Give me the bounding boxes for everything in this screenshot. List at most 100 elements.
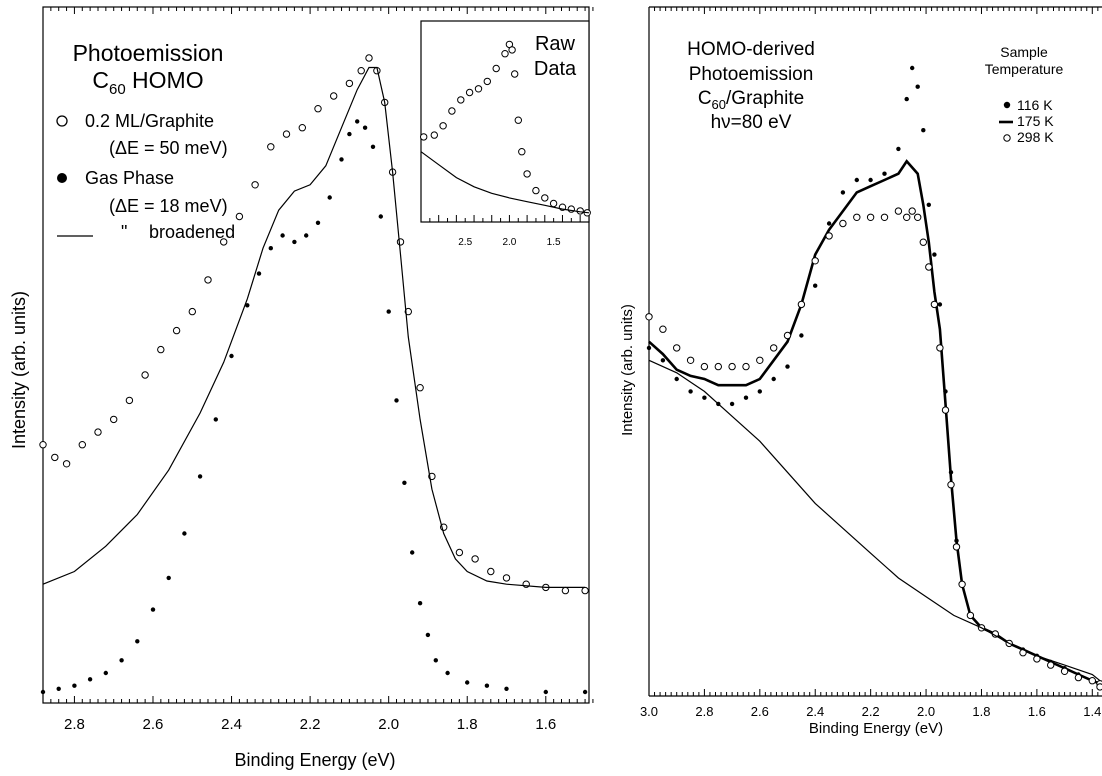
left-tick-label-4: 2.0	[378, 716, 399, 733]
right-series-0-point-19	[904, 96, 909, 102]
left-tick-label-5: 1.8	[457, 716, 478, 733]
left-series-0-point-7	[141, 371, 149, 379]
left-series-0-point-28	[416, 384, 424, 392]
left-y-axis-label: Intensity (arb. units)	[9, 291, 29, 449]
right-tick-label-8: 1.4	[1083, 704, 1101, 719]
right-series-2-point-12	[811, 257, 819, 265]
right-series-2-point-25	[936, 344, 944, 352]
right-legend: Sample Temperature 116 K 175 K 298 K	[985, 44, 1064, 145]
inset-title-line-2: Data	[534, 58, 577, 80]
right-legend-label-0: 116 K	[1017, 97, 1053, 113]
right-series-0-point-7	[743, 395, 749, 400]
inset-series-0-point-3	[448, 107, 456, 115]
legend-label-2b: broadened	[149, 222, 235, 242]
right-series-2-point-36	[1047, 661, 1055, 669]
left-title-sub: 60	[109, 81, 126, 98]
left-x-ticks	[42, 7, 594, 703]
right-series-0-point-12	[813, 283, 818, 288]
right-series-0-point-24	[932, 252, 937, 257]
inset-series-0-point-1	[430, 131, 438, 139]
left-series-1-point-31	[417, 601, 423, 606]
right-series-2-point-7	[742, 362, 750, 371]
right-series-2-point-26	[941, 406, 950, 414]
right-series-0-point-11	[799, 333, 804, 338]
legend-sub-1: (ΔE = 18 meV)	[109, 196, 228, 216]
right-series-2-point-20	[908, 207, 916, 215]
right-series-2-point-22	[919, 238, 927, 246]
left-title-homo: HOMO	[126, 67, 204, 93]
left-series-1-point-29	[402, 480, 407, 485]
right-series-2-point-21	[914, 213, 922, 222]
left-series-0-point-0	[39, 441, 47, 449]
right-title-line-2: Photoemission	[689, 64, 814, 85]
right-series-0-point-15	[854, 177, 859, 183]
left-series-0-point-4	[94, 428, 102, 436]
inset-tick-label-2: 1.5	[547, 237, 561, 248]
left-series-2-line	[42, 66, 586, 588]
right-series-2-point-4	[700, 362, 709, 371]
left-tick-label-0: 2.8	[64, 716, 85, 733]
left-series-0-point-9	[172, 326, 181, 335]
left-series-1-point-28	[394, 398, 399, 403]
left-tick-label-1: 2.6	[143, 716, 164, 733]
left-title-line-2: C60 HOMO	[92, 67, 203, 98]
left-tick-label-6: 1.6	[535, 716, 556, 733]
right-legend-title-1: Sample	[1000, 44, 1048, 60]
left-series-0-point-19	[330, 92, 338, 100]
left-series-1-point-21	[339, 157, 344, 162]
left-series-0-point-18	[314, 105, 322, 113]
left-legend: 0.2 ML/Graphite (ΔE = 50 meV) Gas Phase …	[56, 111, 235, 242]
left-series-1-point-20	[327, 195, 332, 200]
right-tick-label-7: 1.6	[1028, 704, 1046, 719]
left-series-1-point-3	[87, 677, 93, 682]
right-series-2-point-14	[839, 219, 847, 228]
left-series-0-point-2	[62, 460, 71, 468]
left-series-0-point-8	[157, 345, 165, 354]
right-chart: 3.0 2.8 2.6 2.4 2.2 2.0 1.8 1.6 1.4 HOMO-derived…	[619, 6, 1102, 737]
right-series-2-point-3	[686, 356, 695, 364]
right-legend-label-1: 175 K	[1017, 113, 1054, 129]
right-series-2-point-9	[770, 344, 778, 352]
left-series-1-point-13	[245, 303, 250, 308]
left-series-0-point-33	[487, 567, 495, 576]
right-series-0-point-2	[674, 376, 679, 382]
left-series-1-point-39	[582, 689, 588, 695]
inset-series-layer	[420, 40, 591, 217]
left-series-0-point-17	[298, 124, 306, 132]
left-series-1-point-10	[197, 474, 203, 479]
left-series-0-point-34	[502, 574, 511, 582]
left-series-1-point-30	[410, 550, 415, 555]
right-series-2-point-29	[958, 580, 966, 588]
inset-series-0-point-2	[439, 122, 447, 130]
left-series-0-point-16	[282, 130, 291, 138]
legend-marker-filled-circle	[57, 173, 67, 183]
inset-series-0-point-4	[457, 96, 465, 104]
right-title-line-3: C60/Graphite	[698, 88, 804, 112]
right-series-2-point-37	[1060, 667, 1069, 675]
right-y-axis-label: Intensity (arb. units)	[619, 304, 636, 436]
left-series-1-point-35	[465, 680, 470, 685]
right-title-c: C	[698, 88, 712, 109]
right-series-2-point-28	[952, 543, 961, 551]
inset-series-0-point-0	[420, 133, 428, 141]
left-series-1-point-0	[40, 689, 46, 695]
left-series-1-point-12	[229, 353, 234, 359]
inset-series-0-point-16	[532, 186, 540, 195]
inset-tick-label-1: 2.0	[502, 237, 516, 248]
right-series-2-point-8	[756, 356, 764, 364]
right-series-2-point-38	[1074, 673, 1083, 682]
inset-series-1-line	[420, 151, 590, 214]
left-series-1-point-23	[355, 119, 360, 124]
right-x-ticks	[648, 7, 1099, 696]
right-series-2-point-6	[728, 362, 736, 371]
left-series-1-point-19	[315, 220, 321, 225]
left-series-0-point-27	[404, 307, 412, 316]
left-series-1-point-15	[268, 246, 273, 251]
right-x-tick-labels: 3.0 2.8 2.6 2.4 2.2 2.0 1.8 1.6 1.4	[640, 704, 1101, 719]
right-series-2-point-1	[659, 325, 667, 333]
right-series-0-point-8	[757, 389, 762, 394]
right-series-2-point-41	[1096, 683, 1102, 691]
right-legend-label-2: 298 K	[1017, 129, 1054, 145]
inset-series-0-point-9	[501, 50, 509, 58]
left-series-0-point-21	[357, 67, 365, 75]
